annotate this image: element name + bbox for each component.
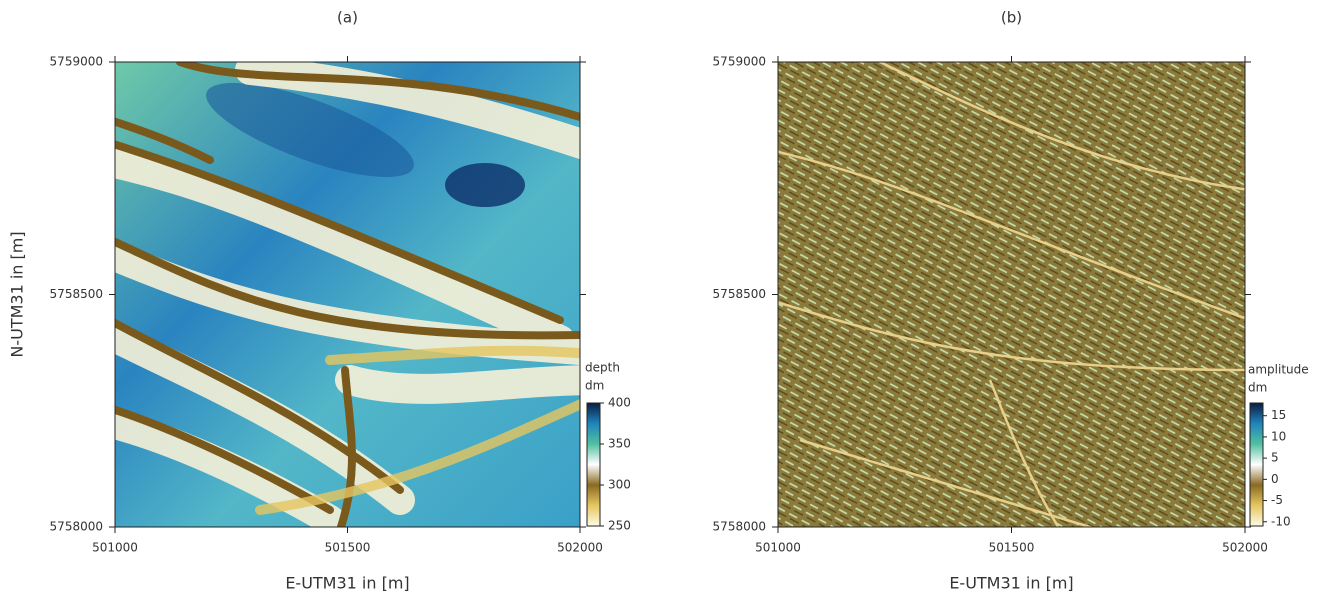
y-tick-label: 5759000 xyxy=(50,55,103,69)
x-tick-label: 501500 xyxy=(989,541,1035,555)
y-tick-label: 5759000 xyxy=(713,55,766,69)
colorbar-tick-label: -10 xyxy=(1271,514,1291,528)
x-tick-label: 501000 xyxy=(755,541,801,555)
colorbar-tick-label: 5 xyxy=(1271,451,1279,465)
x-axis-label: E-UTM31 in [m] xyxy=(285,574,409,593)
x-tick-label: 501500 xyxy=(325,541,371,555)
x-tick-label: 502000 xyxy=(557,541,603,555)
panel-title: (a) xyxy=(337,9,358,27)
y-tick-label: 5758500 xyxy=(50,287,103,301)
colorbar-tick-label: -5 xyxy=(1271,493,1283,507)
colorbar-tick-label: 0 xyxy=(1271,472,1279,486)
y-tick-label: 5758000 xyxy=(713,520,766,534)
depth-raster xyxy=(100,62,600,530)
amplitude-raster xyxy=(770,62,1250,530)
colorbar-tick-label: 250 xyxy=(608,519,631,533)
colorbar-tick-label: 15 xyxy=(1271,408,1286,422)
y-axis-label: N-UTM31 in [m] xyxy=(8,231,27,357)
y-tick-label: 5758000 xyxy=(50,520,103,534)
y-tick-label: 5758500 xyxy=(713,287,766,301)
colorbar-title: amplitude xyxy=(1248,363,1309,377)
figure: (a)E-UTM31 in [m]N-UTM31 in [m]501000501… xyxy=(0,0,1338,598)
panel-title: (b) xyxy=(1001,9,1022,27)
x-axis-label: E-UTM31 in [m] xyxy=(949,574,1073,593)
colorbar-unit: dm xyxy=(1248,381,1267,395)
colorbar-tick-label: 350 xyxy=(608,437,631,451)
colorbar-tick-label: 400 xyxy=(608,396,631,410)
colorbar-title: depth xyxy=(585,361,620,375)
colorbar xyxy=(587,403,600,526)
colorbar-unit: dm xyxy=(585,379,604,393)
x-tick-label: 502000 xyxy=(1222,541,1268,555)
colorbar-tick-label: 10 xyxy=(1271,429,1286,443)
colorbar xyxy=(1250,403,1263,526)
colorbar-tick-label: 300 xyxy=(608,478,631,492)
x-tick-label: 501000 xyxy=(92,541,138,555)
